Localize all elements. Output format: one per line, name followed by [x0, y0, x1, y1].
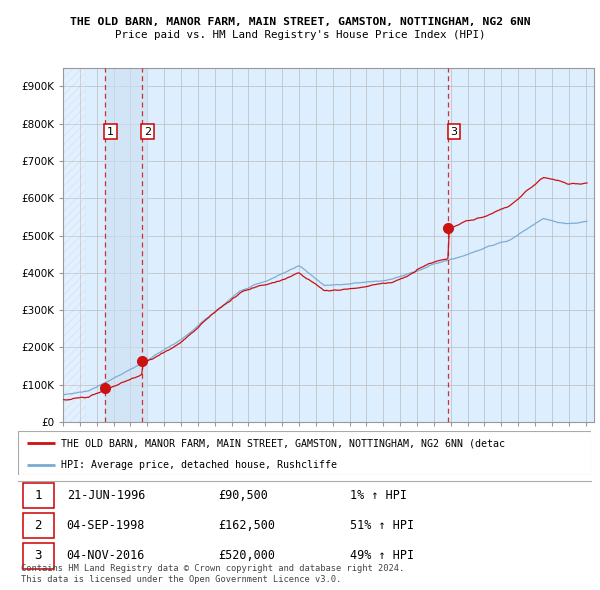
- Text: £90,500: £90,500: [218, 489, 268, 502]
- Text: THE OLD BARN, MANOR FARM, MAIN STREET, GAMSTON, NOTTINGHAM, NG2 6NN (detac: THE OLD BARN, MANOR FARM, MAIN STREET, G…: [61, 438, 505, 448]
- Text: 21-JUN-1996: 21-JUN-1996: [67, 489, 145, 502]
- Text: 1: 1: [107, 127, 114, 136]
- Text: 1% ↑ HPI: 1% ↑ HPI: [350, 489, 407, 502]
- Text: 3: 3: [451, 127, 458, 136]
- Text: 51% ↑ HPI: 51% ↑ HPI: [350, 519, 415, 532]
- Text: Price paid vs. HM Land Registry's House Price Index (HPI): Price paid vs. HM Land Registry's House …: [115, 30, 485, 40]
- Text: £162,500: £162,500: [218, 519, 275, 532]
- Text: 3: 3: [35, 549, 42, 562]
- Text: Contains HM Land Registry data © Crown copyright and database right 2024.: Contains HM Land Registry data © Crown c…: [21, 565, 404, 573]
- Bar: [63, 68, 80, 422]
- Text: 04-NOV-2016: 04-NOV-2016: [67, 549, 145, 562]
- Text: 1: 1: [35, 489, 42, 502]
- Bar: [104, 68, 147, 422]
- Text: 04-SEP-1998: 04-SEP-1998: [67, 519, 145, 532]
- Text: £520,000: £520,000: [218, 549, 275, 562]
- Bar: [23, 513, 54, 539]
- Bar: [23, 483, 54, 508]
- Text: 2: 2: [35, 519, 42, 532]
- Bar: [63, 68, 85, 422]
- Text: HPI: Average price, detached house, Rushcliffe: HPI: Average price, detached house, Rush…: [61, 460, 337, 470]
- Text: This data is licensed under the Open Government Licence v3.0.: This data is licensed under the Open Gov…: [21, 575, 341, 584]
- Bar: [23, 543, 54, 569]
- Text: 2: 2: [144, 127, 151, 136]
- Text: 49% ↑ HPI: 49% ↑ HPI: [350, 549, 415, 562]
- Text: THE OLD BARN, MANOR FARM, MAIN STREET, GAMSTON, NOTTINGHAM, NG2 6NN: THE OLD BARN, MANOR FARM, MAIN STREET, G…: [70, 17, 530, 27]
